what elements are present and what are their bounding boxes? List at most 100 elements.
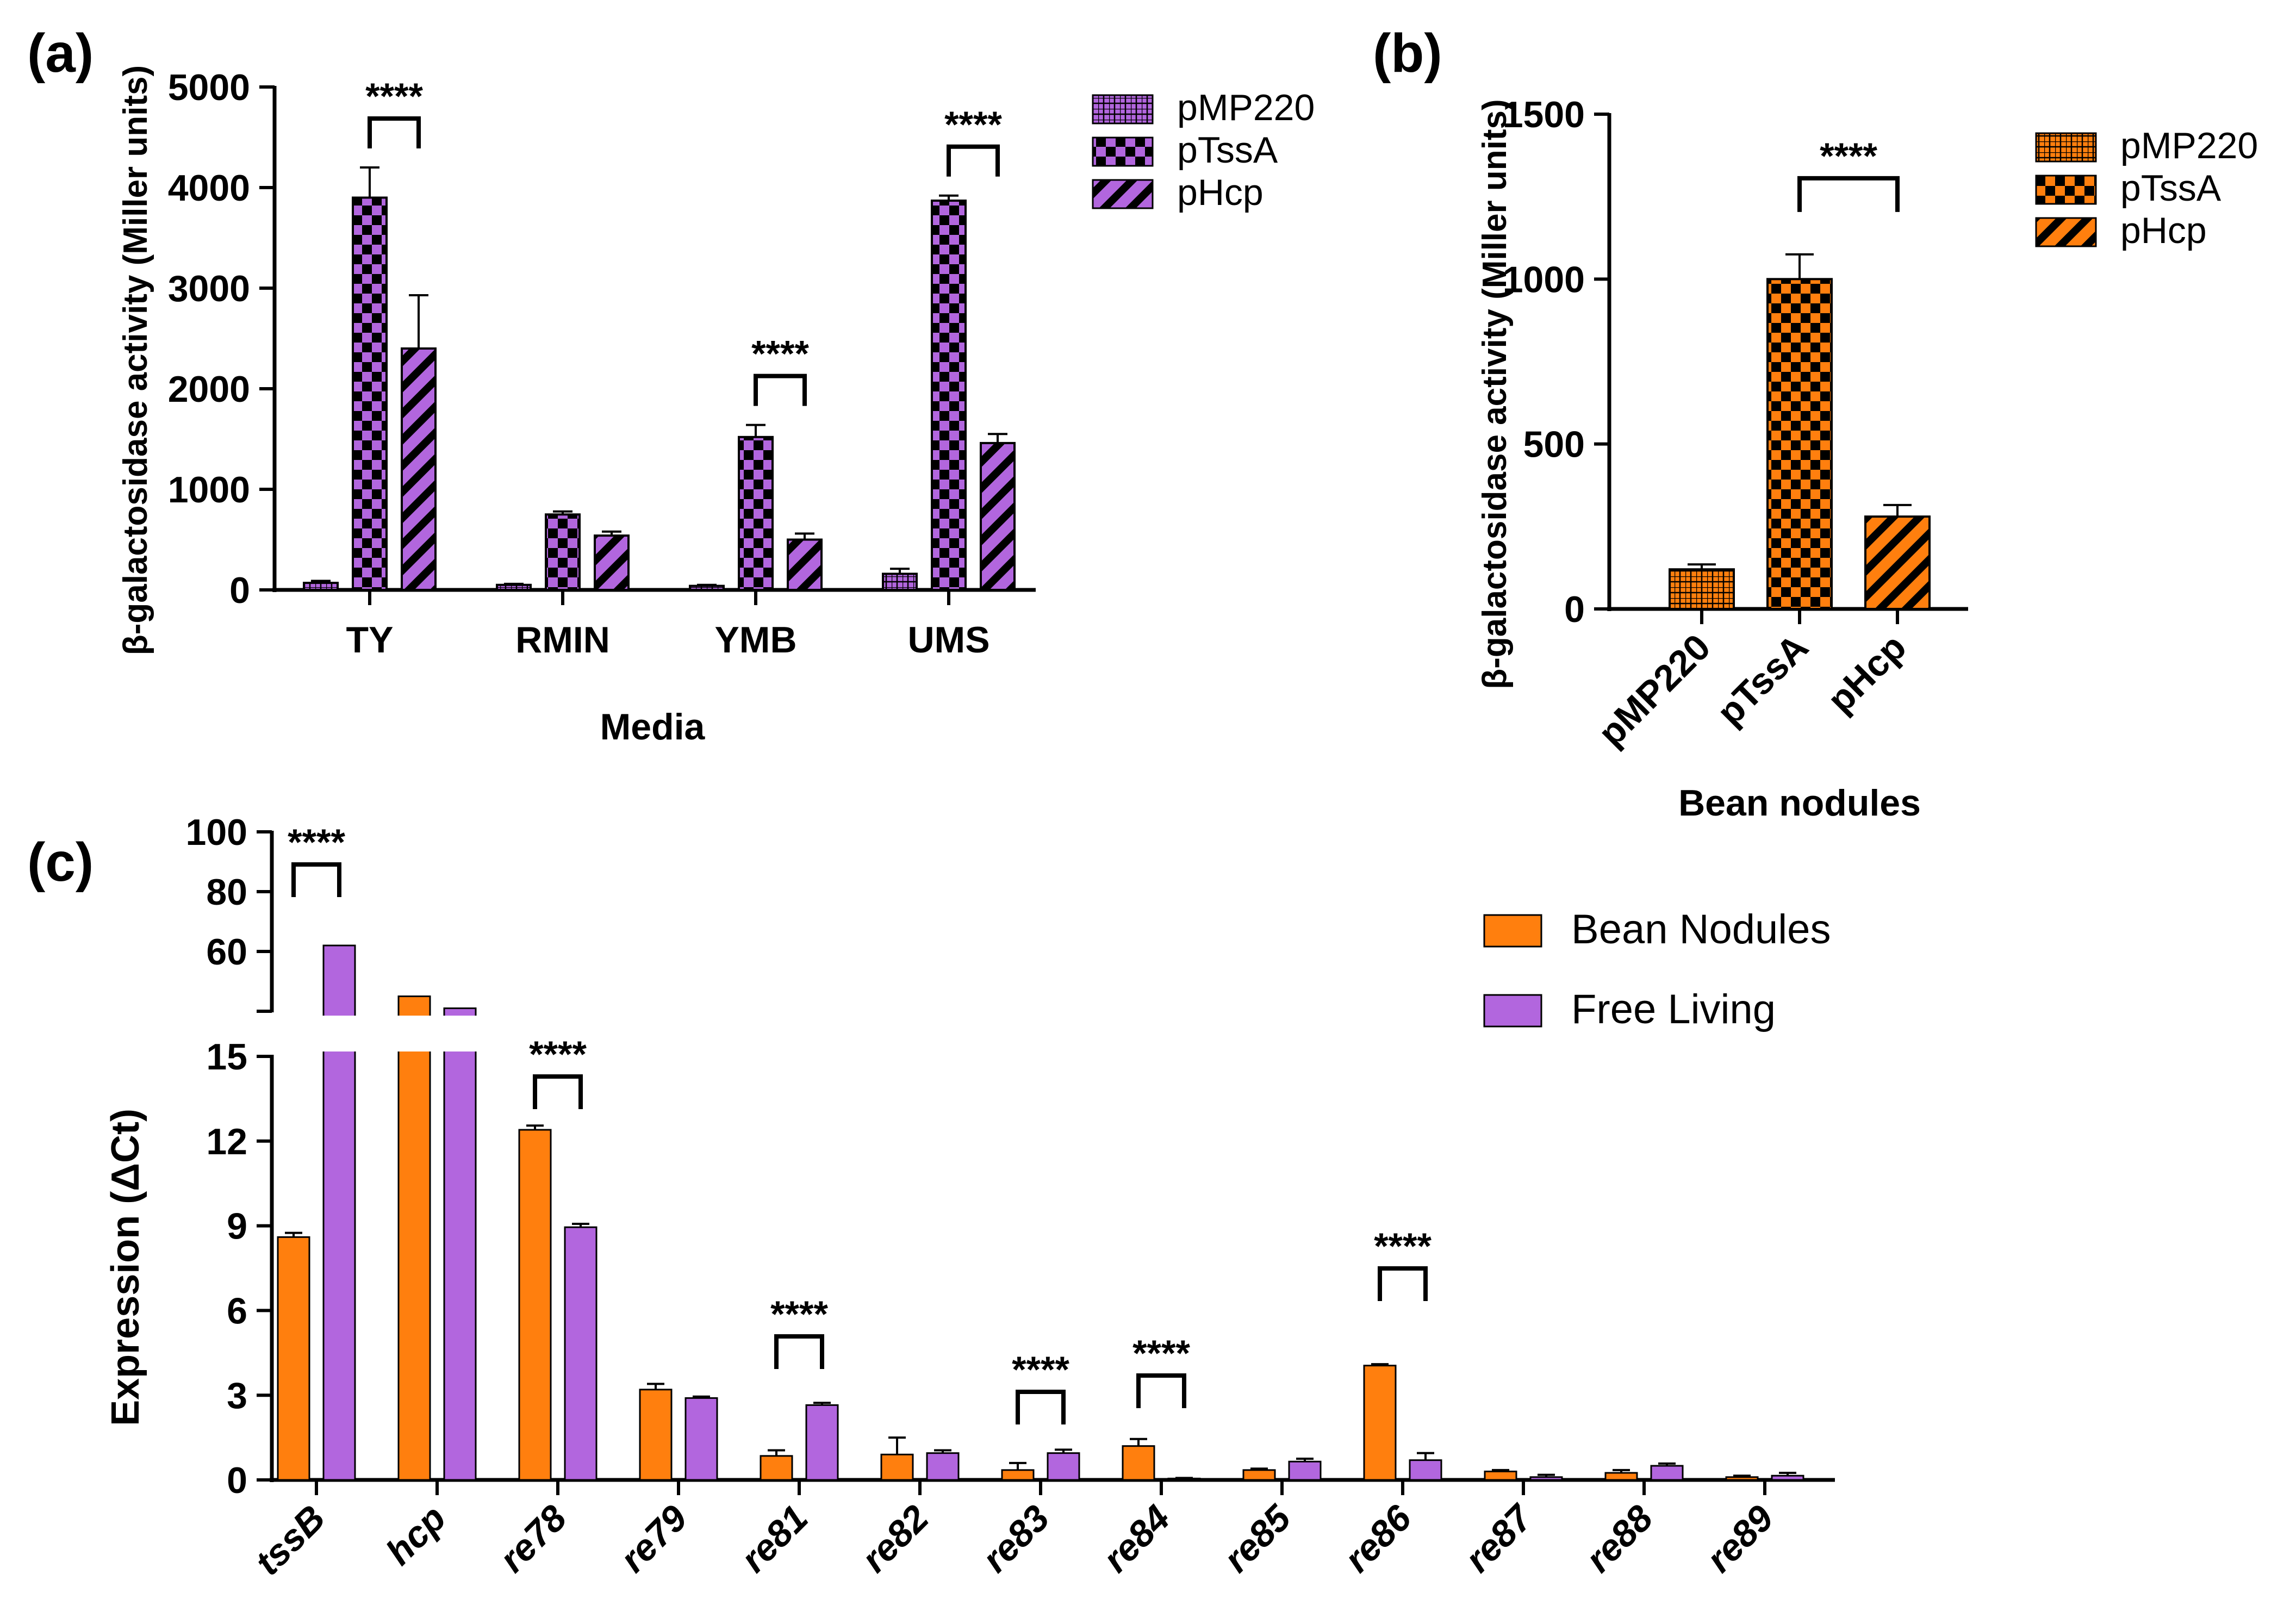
- panel-b-label: (b): [1373, 23, 1442, 84]
- c-bar-bean-nodules: [1363, 1365, 1397, 1481]
- a-significance-bracket: [754, 374, 807, 406]
- a-y-tick-label: 4000: [168, 167, 250, 209]
- b-significance-bracket: [1797, 176, 1900, 212]
- a-bar-pHcp: [787, 538, 823, 591]
- c-y-tick-label: 6: [227, 1290, 247, 1331]
- c-y-tick-label: 60: [206, 931, 247, 973]
- c-legend-label: Free Living: [1571, 986, 1776, 1032]
- b-y-tick-label: 500: [1523, 424, 1585, 465]
- c-errorbar: [1733, 1474, 1751, 1477]
- c-significance-bracket: [1378, 1266, 1428, 1301]
- b-legend-swatch: [2035, 217, 2097, 247]
- c-bar-bean-nodules: [518, 1129, 552, 1481]
- c-y-tick-label: 9: [227, 1206, 247, 1247]
- a-errorbar-pMP220: [311, 580, 331, 583]
- a-errorbar-pTssA: [553, 510, 572, 515]
- a-x-tick-label: RMIN: [515, 619, 610, 661]
- c-legend-swatch: [1483, 994, 1542, 1028]
- c-errorbar: [693, 1395, 710, 1398]
- a-y-tick-label: 3000: [168, 268, 250, 309]
- c-errorbar: [285, 1231, 302, 1237]
- c-significance-bracket: [774, 1334, 824, 1369]
- c-x-tick-label: re79: [612, 1497, 695, 1581]
- c-y-axis-title: Expression (ΔCt): [104, 1109, 147, 1426]
- panel-c-label: (c): [27, 832, 94, 893]
- c-bar-free-living: [1529, 1476, 1563, 1481]
- c-x-tick-label: re81: [733, 1497, 816, 1581]
- c-errorbar: [1009, 1461, 1026, 1470]
- c-bar-free-living: [805, 1404, 839, 1481]
- c-errorbar: [768, 1449, 785, 1456]
- a-bar-pMP220: [496, 583, 532, 591]
- c-bar-free-living: [1288, 1460, 1322, 1481]
- b-errorbar-pMP220: [1688, 563, 1716, 570]
- c-y-tick-label: 3: [227, 1375, 247, 1416]
- a-errorbar-pMP220: [697, 583, 717, 586]
- c-bar-free-living: [1047, 1452, 1080, 1481]
- c-errorbar: [1130, 1438, 1147, 1446]
- c-x-tick-label: re83: [974, 1497, 1057, 1581]
- b-bar-pMP220: [1669, 568, 1735, 610]
- b-legend-label: pMP220: [2120, 125, 2258, 166]
- c-x-tick-label: re82: [854, 1497, 937, 1581]
- c-significance-label: ****: [1012, 1349, 1069, 1390]
- c-significance-label: ****: [529, 1034, 587, 1075]
- b-legend-label: pTssA: [2120, 167, 2221, 209]
- a-x-tick-label: TY: [346, 619, 394, 661]
- a-significance-label: ****: [944, 104, 1002, 145]
- a-errorbar-pTssA: [746, 424, 766, 437]
- c-bar-free-living: [684, 1397, 718, 1481]
- b-y-tick-label: 1500: [1503, 94, 1585, 135]
- b-bar-pTssA: [1766, 278, 1833, 610]
- a-x-tick-label: UMS: [907, 619, 989, 661]
- c-legend-label: Bean Nodules: [1571, 906, 1831, 953]
- c-errorbar: [1492, 1469, 1509, 1472]
- a-x-axis-title: Media: [600, 706, 706, 748]
- c-y-tick-label: 100: [186, 812, 247, 853]
- b-bar-pHcp: [1864, 515, 1931, 611]
- a-errorbar-pMP220: [890, 568, 910, 574]
- b-errorbar-pTssA: [1785, 253, 1814, 279]
- b-y-tick-label: 0: [1564, 589, 1585, 630]
- c-errorbar: [1658, 1462, 1676, 1466]
- c-significance-label: ****: [770, 1293, 828, 1335]
- c-bar-bean-nodules: [760, 1455, 793, 1481]
- a-bar-pTssA: [738, 435, 774, 591]
- c-errorbar: [934, 1449, 951, 1453]
- c-x-tick-label: re89: [1698, 1497, 1782, 1581]
- c-bar-free-living: [1409, 1459, 1442, 1481]
- c-y-tick-label: 12: [206, 1121, 247, 1162]
- c-significance-bracket: [1136, 1373, 1186, 1408]
- c-bar-bean-nodules: [1604, 1472, 1638, 1481]
- panel-c-chart: 0 3 6 9 12 15 60 80 100 tssB hcp re78 re79 re81 re82 re…: [104, 812, 1835, 1583]
- a-legend-swatch: [1092, 94, 1154, 125]
- c-bar-free-living: [1650, 1465, 1684, 1481]
- c-bar-bean-nodules: [397, 995, 431, 1481]
- c-errorbar: [888, 1436, 906, 1455]
- a-errorbar-pHcp: [409, 294, 428, 349]
- a-legend-swatch: [1092, 179, 1154, 209]
- c-x-tick-label: re88: [1578, 1497, 1661, 1581]
- c-bar-bean-nodules: [1484, 1470, 1517, 1481]
- c-x-tick-label: tssB: [247, 1497, 333, 1583]
- b-x-tick-label: pMP220: [1590, 626, 1718, 754]
- a-x-tick-label: YMB: [714, 619, 796, 661]
- c-bar-free-living: [1771, 1474, 1804, 1481]
- a-errorbar-pHcp: [602, 530, 621, 536]
- b-x-tick-label: pTssA: [1709, 626, 1816, 733]
- a-errorbar-pHcp: [795, 532, 814, 540]
- b-significance-label: ****: [1820, 135, 1877, 177]
- c-errorbar: [647, 1383, 664, 1390]
- b-x-axis-title: Bean nodules: [1678, 782, 1921, 824]
- c-x-tick-label: re84: [1095, 1497, 1178, 1581]
- a-y-tick-label: 2000: [168, 369, 250, 410]
- c-bar-bean-nodules: [880, 1453, 914, 1481]
- panel-a-label: (a): [27, 23, 94, 84]
- c-bar-bean-nodules: [277, 1236, 310, 1481]
- c-x-tick-label: hcp: [378, 1497, 453, 1573]
- a-bar-pMP220: [689, 584, 725, 591]
- c-significance-bracket: [533, 1074, 583, 1109]
- c-y-tick-label: 15: [206, 1036, 247, 1078]
- b-y-tick-label: 1000: [1503, 259, 1585, 300]
